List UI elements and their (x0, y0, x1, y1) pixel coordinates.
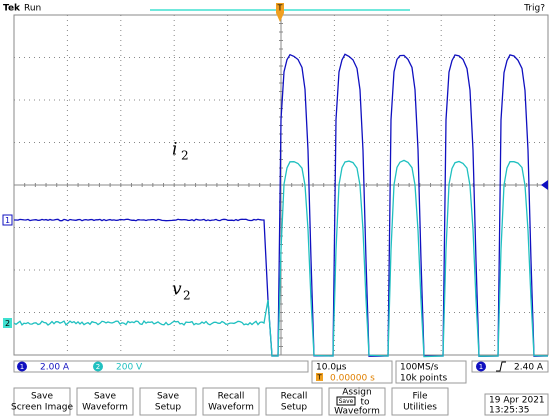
timebase: 10.0µs (316, 363, 347, 373)
ch1-scale: 2.00 A (40, 363, 70, 373)
date: 19 Apr 2021 (489, 396, 545, 406)
i-subscript: 2 (181, 149, 189, 163)
run-status: Run (24, 4, 41, 14)
ch2-scale: 200 V (116, 363, 143, 373)
button-label[interactable]: Waveform (208, 403, 254, 413)
button-key[interactable]: Save (339, 398, 354, 405)
slope-icon (496, 361, 506, 372)
trigger-marker-box (276, 3, 284, 13)
trigger-channel-badge (476, 361, 486, 372)
acquisition-box (395, 360, 467, 384)
ch1-marker-box (2, 214, 13, 226)
ch2-badge (93, 361, 103, 372)
position: 0.00000 s (330, 374, 375, 384)
button-label[interactable]: Save (94, 392, 117, 402)
trigger-level-marker (541, 180, 548, 190)
trigger-level: 2.40 A (514, 363, 544, 373)
button-label[interactable]: Waveform (334, 407, 380, 417)
ch2-marker-box (3, 318, 12, 328)
time: 13:25:35 (489, 406, 529, 416)
button-label[interactable]: Setup (281, 403, 307, 413)
graticule (13, 14, 549, 356)
button-label[interactable]: Waveform (82, 403, 128, 413)
button-label[interactable]: Assign (342, 388, 371, 398)
i-label: i (172, 140, 177, 160)
button-label[interactable]: Screen Image (11, 403, 73, 413)
position-badge (316, 373, 323, 381)
ch1-waveform (14, 53, 549, 357)
channel-readout (13, 360, 309, 373)
v-subscript: 2 (183, 289, 191, 303)
trigger-box (471, 360, 549, 373)
record-length: 10k points (400, 374, 447, 384)
button-label[interactable]: Save (31, 392, 54, 402)
button-label[interactable]: Setup (155, 403, 181, 413)
button-label[interactable]: Recall (281, 392, 308, 402)
ch1-badge (17, 361, 27, 372)
button-label[interactable]: Save (157, 392, 180, 402)
menu-button[interactable] (76, 387, 134, 416)
trigger-channel: 1 (479, 363, 483, 371)
v-label: v (172, 280, 182, 300)
brand: Tek (3, 4, 21, 14)
ch2-waveform (13, 159, 549, 358)
ch1-marker: 1 (5, 216, 10, 225)
menu-button[interactable] (391, 387, 449, 416)
menu-button[interactable] (13, 387, 71, 416)
timebase-box (311, 360, 393, 384)
ch2-marker: 2 (5, 319, 10, 328)
menu-button[interactable] (202, 387, 260, 416)
trigger-pointer (276, 13, 284, 22)
ch1-number: 1 (20, 363, 24, 371)
menu-button[interactable] (265, 387, 323, 416)
trigger-status: Trig? (523, 4, 545, 14)
button-label[interactable]: to (360, 398, 370, 408)
trigger-marker: T (277, 4, 283, 13)
clock-box (484, 393, 549, 416)
key-box (336, 396, 356, 406)
ch2-number: 2 (96, 363, 100, 371)
button-label[interactable]: Recall (218, 392, 245, 402)
button-label[interactable]: File (412, 392, 428, 402)
button-label[interactable]: Utilities (403, 403, 437, 413)
sample-rate: 100MS/s (400, 363, 439, 373)
menu-button[interactable] (139, 387, 197, 416)
position-marker: T (316, 374, 322, 382)
